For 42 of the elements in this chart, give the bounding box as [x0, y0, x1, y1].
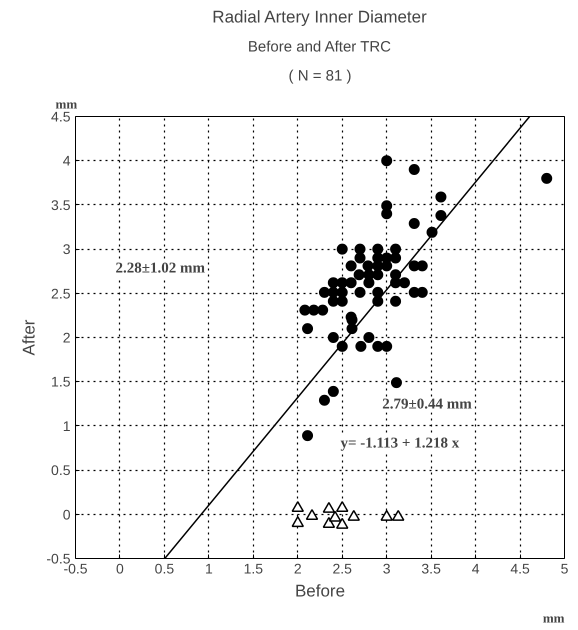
point — [292, 516, 304, 528]
y-tick-label: 3 — [62, 241, 71, 258]
x-tick-label: 1.5 — [244, 560, 264, 576]
x-tick-label: 4 — [472, 560, 480, 576]
point — [336, 501, 348, 512]
point — [392, 510, 404, 521]
y-tick-label: 2.5 — [51, 285, 71, 302]
point — [292, 501, 304, 512]
y-tick-label: 4.5 — [51, 108, 71, 124]
annotation: y= -1.113 + 1.218 x — [340, 436, 460, 452]
text: mm — [542, 610, 565, 626]
x-axis-title: Before — [294, 582, 346, 600]
y-tick-label: 3.5 — [51, 196, 71, 213]
x-tick-label: 0 — [116, 560, 124, 576]
annotation: 2.28±1.02 mm — [116, 260, 206, 277]
y-tick-label: 2 — [62, 330, 71, 346]
y-tick-label: 1.5 — [51, 374, 71, 390]
x-tick-label: 4.5 — [510, 560, 530, 576]
point — [306, 508, 318, 520]
x-tick-label: 2 — [294, 560, 302, 576]
x-tick-label: 3 — [382, 560, 391, 576]
text: ( N = 81 ) — [288, 68, 352, 84]
point — [348, 510, 360, 521]
y-tick-label: 1 — [62, 418, 71, 434]
x-tick-label: 5 — [560, 560, 569, 576]
annotation: 2.79±0.44 mm — [382, 396, 472, 413]
y-axis-title: After — [19, 319, 38, 356]
text: mm — [56, 96, 78, 112]
x-tick-label: 1 — [204, 560, 213, 576]
x-tick-label: 0.5 — [154, 560, 174, 576]
chart-title: Radial Artery Inner Diameter — [212, 8, 428, 26]
x-tick-label: 3.5 — [421, 560, 442, 576]
point — [322, 516, 336, 528]
y-tick-label: 4 — [62, 152, 71, 169]
point — [380, 510, 393, 521]
y-tick-label: 0 — [62, 506, 71, 522]
y-tick-label: 0.5 — [51, 462, 71, 478]
x-tick-label: 2.5 — [332, 560, 352, 576]
point — [328, 510, 342, 522]
point — [322, 502, 336, 513]
chart-subtitle: Before and After TRC — [248, 38, 392, 56]
point — [336, 518, 348, 529]
